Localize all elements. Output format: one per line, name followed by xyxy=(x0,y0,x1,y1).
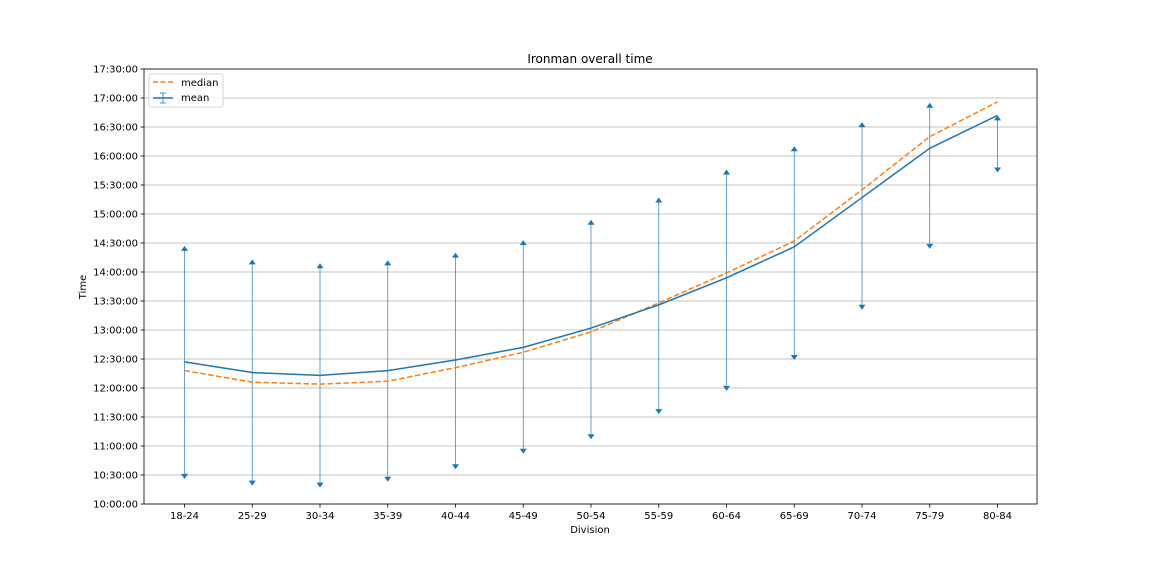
error-cap-lower-marker xyxy=(452,464,459,470)
error-cap-lower-marker xyxy=(587,434,595,440)
gridlines xyxy=(144,68,1037,505)
x-tick-label: 50-54 xyxy=(576,511,605,522)
error-cap-lower-marker xyxy=(384,476,392,482)
x-tick-label: 25-29 xyxy=(238,511,267,522)
error-cap-upper-marker xyxy=(519,240,527,246)
error-cap-upper-marker xyxy=(587,219,595,225)
x-tick-label: 70-74 xyxy=(847,511,876,522)
x-tick-label: 55-59 xyxy=(644,511,673,522)
error-cap-upper-marker xyxy=(181,245,188,251)
y-tick-label: 17:30:00 xyxy=(93,65,138,76)
legend: median mean xyxy=(148,73,224,108)
y-tick-label: 13:30:00 xyxy=(93,297,138,308)
y-tick-label: 11:30:00 xyxy=(93,413,138,424)
y-tick-label: 14:00:00 xyxy=(93,268,138,279)
plot-frame xyxy=(143,68,1038,505)
y-tick-label: 15:00:00 xyxy=(93,210,138,221)
error-cap-upper-marker xyxy=(723,169,730,175)
error-cap-lower-marker xyxy=(248,480,256,486)
y-axis-ticks: 10:00:00 10:30:00 11:00:00 11:30:00 12:00:00… xyxy=(93,65,144,511)
x-tick-label: 80-84 xyxy=(983,511,1012,522)
chart-title: Ironman overall time xyxy=(527,52,652,66)
mean-line xyxy=(184,114,998,377)
y-tick-label: 16:00:00 xyxy=(93,152,138,163)
error-cap-upper-marker xyxy=(790,146,798,152)
error-cap-upper-marker xyxy=(994,115,1001,121)
x-tick-label: 30-34 xyxy=(305,511,334,522)
error-cap-upper-marker xyxy=(452,252,459,258)
error-cap-lower-marker xyxy=(926,243,934,249)
series-layer xyxy=(181,101,1001,488)
error-cap-upper-marker xyxy=(655,197,663,203)
y-tick-label: 17:00:00 xyxy=(93,94,138,105)
x-tick-label: 60-64 xyxy=(712,511,741,522)
x-tick-label: 35-39 xyxy=(373,511,402,522)
y-tick-label: 12:00:00 xyxy=(93,384,138,395)
error-cap-upper-marker xyxy=(858,122,866,128)
y-tick-label: 11:00:00 xyxy=(93,442,138,453)
y-tick-label: 16:30:00 xyxy=(93,123,138,134)
x-axis-label: Division xyxy=(570,525,610,536)
error-cap-lower-marker xyxy=(723,385,730,391)
x-tick-label: 65-69 xyxy=(780,511,809,522)
y-axis-label: Time xyxy=(78,275,89,300)
error-cap-upper-marker xyxy=(248,259,256,265)
error-cap-lower-marker xyxy=(858,304,866,310)
y-tick-label: 13:00:00 xyxy=(93,326,138,337)
error-cap-lower-marker xyxy=(994,167,1001,173)
x-tick-label: 18-24 xyxy=(170,511,199,522)
error-cap-upper-marker xyxy=(926,102,934,108)
x-tick-label: 40-44 xyxy=(441,511,470,522)
y-tick-label: 12:30:00 xyxy=(93,355,138,366)
error-cap-lower-marker xyxy=(655,409,663,415)
y-tick-label: 10:30:00 xyxy=(93,471,138,482)
error-cap-lower-marker xyxy=(790,355,798,360)
y-tick-label: 10:00:00 xyxy=(93,500,138,511)
x-axis-ticks: 18-24 25-29 30-34 35-39 40-44 45-49 50-54 55-59… xyxy=(170,504,1012,522)
median-line xyxy=(184,101,998,385)
error-cap-lower-marker xyxy=(519,448,527,454)
error-cap-upper-marker xyxy=(316,263,324,269)
x-tick-label: 75-79 xyxy=(915,511,944,522)
legend-median-label: median xyxy=(181,78,219,89)
error-cap-upper-marker xyxy=(384,260,392,266)
y-tick-label: 15:30:00 xyxy=(93,181,138,192)
error-cap-lower-marker xyxy=(181,473,188,479)
y-tick-label: 14:30:00 xyxy=(93,239,138,250)
x-tick-label: 45-49 xyxy=(509,511,538,522)
legend-mean-label: mean xyxy=(181,93,209,104)
error-cap-lower-marker xyxy=(316,482,324,488)
